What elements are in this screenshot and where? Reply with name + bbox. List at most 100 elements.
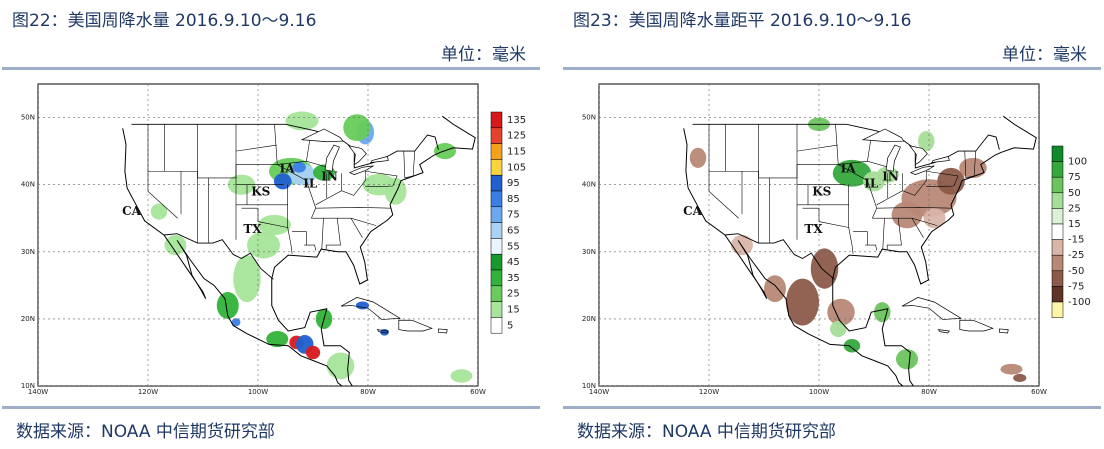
precip-panel: 图22：美国周降水量 2016.9.10～9.16 单位：毫米 CA KS IA IL… (2, 0, 540, 449)
state-boundary (304, 244, 317, 251)
great-lake (370, 156, 389, 163)
x-tick-label: 140W (28, 388, 48, 396)
state-boundary (147, 124, 178, 219)
state-boundary (853, 231, 868, 246)
x-tick-label: 60W (1031, 388, 1047, 396)
island (340, 297, 402, 320)
data-patch (326, 352, 355, 380)
legend-level-label: 50 (1068, 188, 1081, 199)
source-note: 数据来源：NOAA 中信期货研究部 (16, 422, 275, 442)
legend-swatch (490, 190, 503, 208)
state-label-ia: IA (280, 162, 296, 176)
state-boundary (306, 140, 310, 162)
island (959, 319, 994, 332)
state-boundary (835, 124, 839, 165)
great-lake (931, 156, 950, 163)
legend-swatch (490, 143, 503, 160)
state-boundary (292, 231, 307, 246)
legend-level-label: 55 (507, 241, 520, 252)
legend-level-label: 115 (507, 147, 526, 158)
legend-swatch (490, 238, 503, 255)
legend-level-label: 15 (507, 305, 520, 316)
legend-swatch (490, 253, 503, 271)
legend-level-label: -25 (1068, 250, 1084, 261)
divider (2, 406, 540, 409)
data-patch (247, 231, 280, 259)
state-boundary (403, 151, 416, 179)
data-patch (764, 275, 786, 303)
great-lake (324, 144, 340, 172)
state-boundary (886, 218, 902, 250)
state-boundary (867, 140, 871, 162)
y-tick-label: 30N (21, 248, 35, 256)
y-tick-label: 10N (582, 382, 596, 390)
divider (563, 67, 1101, 70)
legend-swatch (490, 174, 503, 192)
state-boundary (365, 170, 398, 187)
state-boundary (964, 151, 977, 179)
legend-level-label: 25 (1068, 203, 1081, 214)
state-label-tx: TX (243, 222, 262, 236)
legend-level-label: -50 (1068, 266, 1084, 277)
x-tick-label: 60W (470, 388, 486, 396)
unit-label: 单位：毫米 (1002, 45, 1087, 65)
island (901, 297, 963, 320)
data-patch (343, 114, 371, 142)
legend-level-label: 75 (1068, 172, 1081, 183)
data-patch (216, 292, 239, 319)
legend-level-label: 125 (507, 131, 526, 142)
data-patch (273, 173, 292, 190)
legend-swatch (490, 222, 503, 239)
y-tick-label: 20N (21, 315, 35, 323)
coastline (122, 115, 476, 386)
data-patch (231, 318, 241, 327)
y-tick-label: 50N (582, 114, 596, 122)
data-patch (810, 248, 839, 289)
legend-level-label: 25 (507, 289, 520, 300)
data-patch (292, 161, 306, 173)
legend-level-label: 45 (507, 257, 520, 268)
x-tick-label: 120W (138, 388, 158, 396)
divider (563, 406, 1101, 409)
state-label-ks: KS (812, 184, 831, 198)
state-label-in: IN (321, 170, 338, 184)
unit-label: 单位：毫米 (441, 45, 526, 65)
legend-swatch (1051, 239, 1064, 256)
data-patch (384, 177, 407, 205)
state-boundary (911, 218, 924, 238)
legend-swatch (1051, 270, 1064, 287)
legend-swatch (1051, 145, 1064, 162)
x-tick-label: 120W (699, 388, 719, 396)
legend-level-label: -100 (1068, 297, 1091, 308)
data-patch (305, 345, 321, 360)
data-patch (1000, 363, 1023, 375)
state-boundary (865, 244, 878, 251)
legend-level-label: 95 (507, 178, 520, 189)
state-boundary (241, 207, 289, 228)
chart-title: 图23：美国周降水量距平 2016.9.10～9.16 (573, 11, 912, 31)
legend-level-label: 135 (507, 115, 526, 126)
anomaly-map: CA KS IA IL IN TX 140W 120W 100W 80W 60W 10N 20N 30N 4… (582, 83, 1091, 396)
state-label-ia: IA (841, 162, 857, 176)
state-label-ca: CA (683, 204, 703, 218)
data-patch (689, 147, 707, 168)
legend-swatch (490, 159, 503, 176)
legend-swatch (490, 206, 503, 223)
data-patch (150, 203, 168, 220)
data-patch (285, 111, 319, 131)
island (937, 329, 951, 334)
state-boundary (315, 207, 392, 209)
y-tick-label: 20N (582, 315, 596, 323)
legend-level-label: 100 (1068, 157, 1087, 168)
state-label-il: IL (864, 176, 879, 190)
chart-title: 图22：美国周降水量 2016.9.10～9.16 (12, 11, 317, 31)
legend-swatch (1051, 161, 1064, 178)
state-label-ca: CA (122, 204, 142, 218)
y-tick-label: 40N (582, 181, 596, 189)
data-patch (918, 130, 935, 152)
divider (2, 67, 540, 70)
data-patch (891, 201, 923, 229)
legend-swatch (1051, 192, 1064, 209)
y-tick-label: 40N (21, 181, 35, 189)
legend-swatch (1051, 176, 1064, 194)
